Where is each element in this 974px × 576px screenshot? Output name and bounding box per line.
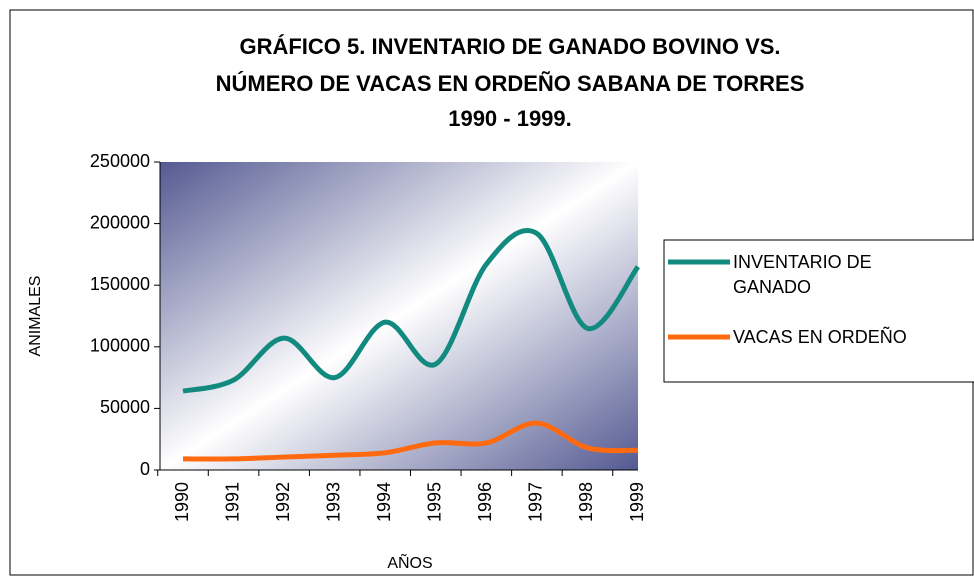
y-tick-label: 100000 (90, 336, 150, 356)
x-tick-label: 1994 (374, 482, 394, 522)
x-tick-label: 1990 (172, 482, 192, 522)
y-tick-label: 50000 (100, 397, 150, 417)
legend-label: INVENTARIO DE GANADO (733, 252, 872, 297)
x-tick-label: 1999 (627, 482, 647, 522)
x-tick-label: 1993 (323, 482, 343, 522)
x-tick-label: 1998 (576, 482, 596, 522)
x-tick-label: 1995 (425, 482, 445, 522)
y-tick-label: 0 (140, 459, 150, 479)
chart-title: GRÁFICO 5. INVENTARIO DE GANADO BOVINO V… (239, 34, 780, 59)
y-tick-label: 150000 (90, 274, 150, 294)
plot-area (160, 162, 638, 470)
chart-title: NÚMERO DE VACAS EN ORDEÑO SABANA DE TORR… (216, 71, 805, 96)
series-line (182, 228, 641, 394)
legend-label: VACAS EN ORDEÑO (733, 327, 907, 347)
x-axis-label: AÑOS (387, 552, 432, 572)
x-tick-label: 1996 (475, 482, 495, 522)
chart-title: 1990 - 1999. (448, 106, 572, 131)
x-tick-label: 1992 (273, 482, 293, 522)
y-axis-label: ANIMALES (27, 276, 44, 357)
x-tick-label: 1991 (222, 482, 242, 522)
series-line (182, 420, 639, 462)
y-tick-label: 200000 (90, 212, 150, 232)
x-tick-label: 1997 (526, 482, 546, 522)
y-tick-label: 250000 (90, 151, 150, 171)
